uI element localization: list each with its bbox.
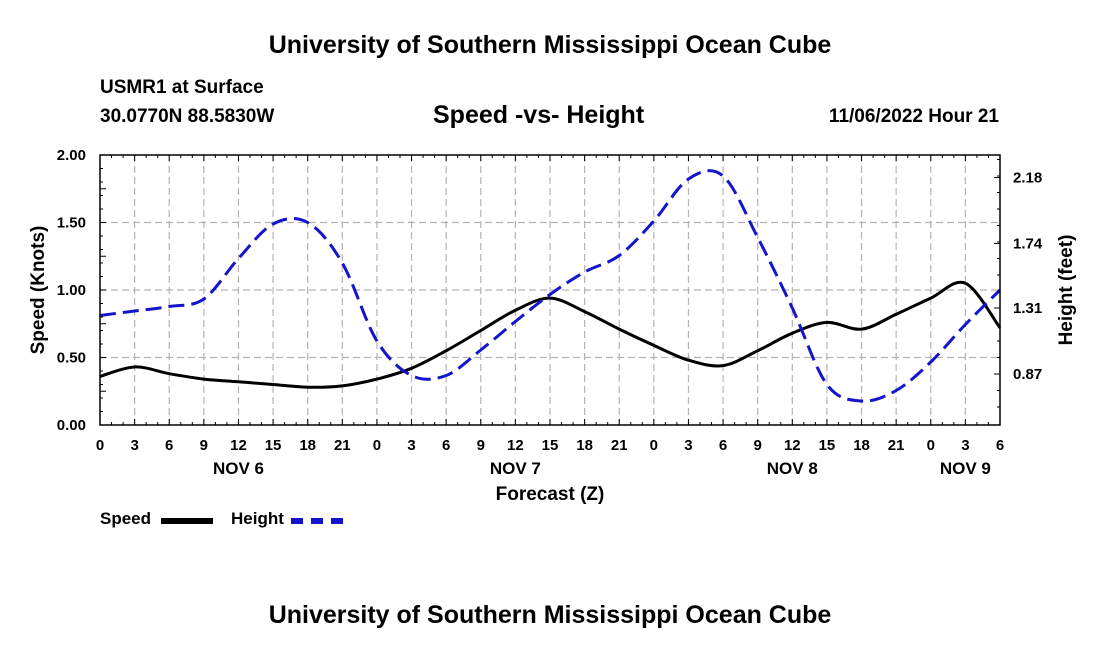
x-tick-label: 9 bbox=[477, 437, 485, 454]
x-tick-label: 0 bbox=[927, 437, 935, 454]
x-tick-label: 12 bbox=[784, 437, 801, 454]
y2-tick-label: 2.18 bbox=[1013, 170, 1042, 187]
y2-tick-label: 1.74 bbox=[1013, 236, 1043, 253]
y-tick-label: 1.00 bbox=[57, 282, 86, 299]
x-tick-label: 6 bbox=[165, 437, 173, 454]
x-tick-label: 0 bbox=[96, 437, 104, 454]
x-tick-label: 0 bbox=[650, 437, 658, 454]
y-tick-label: 1.50 bbox=[57, 215, 86, 232]
labels: 0 3 6 9 12 15 18 21 0 3 6 9 12 15 18 21 0 3 6 9 12 15 18 21 0 3 6N… bbox=[28, 147, 1077, 505]
main-title: University of Southern Mississippi Ocean… bbox=[268, 31, 832, 59]
station-label: USMR1 at Surface bbox=[100, 77, 264, 98]
x-tick-label: 15 bbox=[265, 437, 282, 454]
x-tick-label: 3 bbox=[130, 437, 138, 454]
y2-tick-label: 0.87 bbox=[1013, 366, 1042, 383]
y2-axis-title: Height (feet) bbox=[1056, 235, 1077, 346]
x-tick-label: 12 bbox=[507, 437, 524, 454]
chart-title: Speed -vs- Height bbox=[433, 101, 645, 129]
x-tick-label: 6 bbox=[996, 437, 1004, 454]
x-tick-label: 18 bbox=[853, 437, 870, 454]
x-tick-label: 18 bbox=[299, 437, 316, 454]
x-tick-label: 18 bbox=[576, 437, 593, 454]
day-label: NOV 9 bbox=[940, 459, 991, 478]
series-layer bbox=[99, 169, 1002, 403]
day-label: NOV 6 bbox=[213, 459, 264, 478]
x-tick-label: 6 bbox=[719, 437, 727, 454]
y-tick-label: 0.50 bbox=[57, 350, 86, 367]
legend-height-swatch bbox=[291, 518, 343, 524]
legend-height-label: Height bbox=[231, 509, 284, 528]
footer-title: University of Southern Mississippi Ocean… bbox=[268, 601, 832, 629]
x-tick-label: 21 bbox=[888, 437, 905, 454]
legend-speed-swatch bbox=[161, 518, 213, 524]
x-tick-label: 3 bbox=[407, 437, 415, 454]
x-tick-label: 0 bbox=[373, 437, 381, 454]
y-axis-title: Speed (Knots) bbox=[28, 226, 49, 355]
datetime-label: 11/06/2022 Hour 21 bbox=[828, 106, 999, 127]
day-label: NOV 7 bbox=[490, 459, 541, 478]
x-tick-label: 15 bbox=[542, 437, 559, 454]
x-tick-label: 3 bbox=[684, 437, 692, 454]
x-tick-label: 9 bbox=[200, 437, 208, 454]
coordinates-label: 30.0770N 88.5830W bbox=[100, 106, 275, 127]
x-tick-label: 9 bbox=[754, 437, 762, 454]
legend-speed-label: Speed bbox=[100, 509, 152, 528]
x-axis-title: Forecast (Z) bbox=[496, 484, 605, 505]
height-series-line bbox=[99, 169, 1002, 403]
y2-tick-label: 1.31 bbox=[1013, 300, 1042, 317]
ticks bbox=[99, 154, 1001, 426]
y-tick-label: 0.00 bbox=[57, 417, 86, 434]
day-label: NOV 8 bbox=[767, 459, 818, 478]
x-tick-label: 12 bbox=[230, 437, 247, 454]
x-tick-label: 21 bbox=[611, 437, 628, 454]
x-tick-label: 15 bbox=[819, 437, 836, 454]
x-tick-label: 6 bbox=[442, 437, 450, 454]
x-tick-label: 3 bbox=[961, 437, 969, 454]
y-tick-label: 2.00 bbox=[57, 147, 86, 164]
speed-series-line bbox=[99, 280, 1002, 389]
grid bbox=[100, 155, 1000, 425]
x-tick-label: 21 bbox=[334, 437, 351, 454]
